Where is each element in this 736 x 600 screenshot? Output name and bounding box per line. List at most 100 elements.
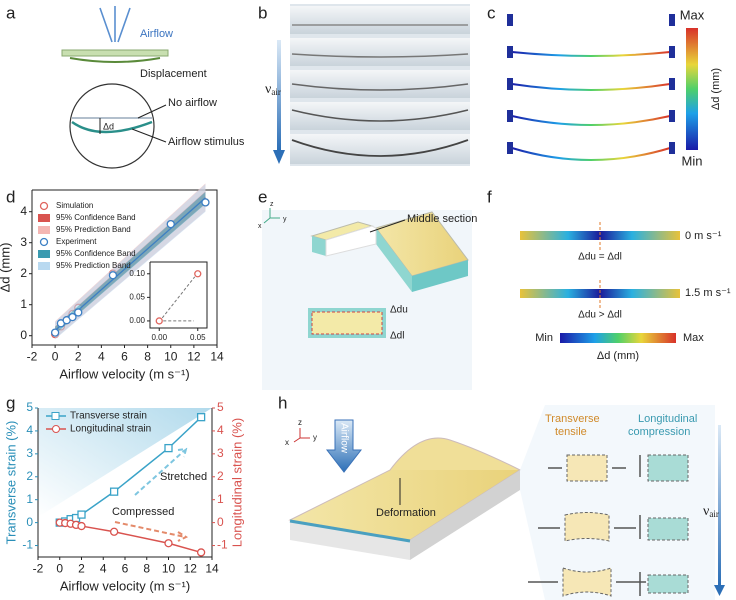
- y2-tick-label: 3: [217, 446, 224, 460]
- dl-label: Δdl: [390, 331, 404, 342]
- axis-triad: [263, 208, 280, 224]
- panel-f: 0 m s⁻¹ Δdu = Δdl 1.5 m s⁻¹ Δdu > Δdl Mi…: [520, 222, 731, 362]
- point: [194, 270, 202, 278]
- speed-label: νair: [265, 82, 281, 97]
- x-tick-label: 8: [144, 349, 151, 363]
- compression-line: Longitudinal: [638, 413, 697, 425]
- panel-label: e: [258, 187, 267, 206]
- slab-side: [410, 470, 520, 560]
- slab-side: [376, 228, 412, 292]
- legend-marker: [39, 237, 49, 247]
- point: [196, 548, 206, 557]
- point: [166, 219, 175, 229]
- compression-line: compression: [628, 426, 690, 438]
- x-axis-label: Airflow velocity (m s⁻¹): [60, 578, 190, 593]
- x-tick-label: 12: [187, 349, 201, 363]
- beam: [511, 83, 671, 91]
- x-tick-label: -2: [33, 561, 44, 575]
- point: [77, 510, 86, 519]
- zoom-wedge: [520, 405, 715, 600]
- relation-label: Δdu > Δdl: [578, 310, 622, 321]
- stretch-shade: [38, 408, 212, 517]
- speed-subscript: air: [709, 509, 719, 519]
- beam: [511, 51, 671, 57]
- x-tick-label: 10: [164, 349, 178, 363]
- slab-front: [290, 520, 410, 560]
- x-tick-label: -2: [27, 349, 38, 363]
- y2-tick-label: 4: [217, 423, 224, 437]
- y-tick-label: 0: [26, 515, 33, 529]
- y-tick-label: 2: [20, 266, 27, 280]
- speed-label: 1.5 m s⁻¹: [685, 287, 731, 299]
- slab-front: [312, 236, 326, 256]
- element-box: [564, 512, 610, 542]
- beam: [511, 147, 671, 161]
- x-tick-label: 0.05: [190, 333, 206, 342]
- chart: 0.00 0.05 0.00 0.05 0.10: [129, 261, 208, 342]
- y-tick-label: 0.00: [129, 316, 145, 325]
- legend-label: Transverse strain: [70, 411, 147, 422]
- colorbar: [686, 28, 698, 150]
- tensile-label: Transverse tensile: [545, 413, 600, 438]
- y-tick-label: -1: [22, 538, 33, 552]
- x-tick-label: 2: [75, 349, 82, 363]
- y2-tick-label: 1: [217, 492, 224, 506]
- colorbar: [560, 333, 676, 343]
- min-label: Min: [535, 332, 553, 344]
- axis-z: z: [270, 201, 274, 208]
- panel-a: Airflow Displacement Δd No airflow Airfl…: [61, 6, 245, 169]
- x-tick-label: 0: [56, 561, 63, 575]
- max-label: Max: [683, 332, 704, 344]
- element-box: [647, 454, 689, 482]
- legend-label: Simulation: [56, 201, 93, 210]
- du-label: Δdu: [390, 305, 408, 316]
- colorbar-label: Δd (mm): [710, 68, 722, 110]
- y2-tick-label: -1: [217, 538, 228, 552]
- point: [77, 521, 86, 531]
- legend-marker: [39, 201, 49, 211]
- element-box: [647, 574, 689, 594]
- deformation-label: Deformation: [376, 507, 436, 519]
- airflow-label: Airflow: [338, 423, 349, 454]
- x-tick-label: 14: [205, 561, 219, 575]
- x-tick-label: 4: [100, 561, 107, 575]
- panel-e: Middle section z y x Δdu Δdl: [258, 201, 477, 390]
- element-box: [562, 567, 612, 597]
- panel-h: Airflow Deformation z y x Transverse tens…: [285, 405, 725, 600]
- guide-arrow: [161, 276, 196, 322]
- leader: [369, 219, 406, 233]
- displacement-label: Displacement: [140, 68, 207, 80]
- panel-label: c: [487, 3, 496, 22]
- colorbar-label: Δd (mm): [597, 350, 639, 362]
- layer: [289, 519, 411, 543]
- point: [164, 539, 173, 548]
- film: [291, 109, 469, 122]
- strip: [290, 6, 470, 34]
- tension-arrows: [528, 467, 646, 583]
- point: [109, 487, 119, 496]
- middle-gap: [325, 225, 377, 257]
- beam: [511, 115, 671, 126]
- annotation: Stretched: [160, 471, 207, 483]
- y-tick-label: 1: [26, 492, 33, 506]
- clamps: [507, 14, 675, 154]
- y-tick-label: 5: [26, 400, 33, 414]
- tensile-line: Transverse: [545, 413, 600, 425]
- section-label: Middle section: [407, 213, 477, 225]
- x-tick-label: 0.00: [151, 333, 167, 342]
- y2-tick-label: 2: [217, 469, 224, 483]
- point: [155, 317, 163, 325]
- y-axis-label: Transverse strain (%): [3, 421, 18, 545]
- confidence-band: [55, 191, 206, 335]
- y-tick-label: 1: [20, 297, 27, 311]
- x-tick-label: 10: [162, 561, 176, 575]
- axis-x: x: [258, 223, 262, 230]
- legend-label: 95% Prediction Band: [56, 225, 131, 234]
- y-tick-label: 4: [26, 423, 33, 437]
- point: [74, 308, 83, 317]
- film: [291, 139, 469, 157]
- point: [109, 527, 119, 536]
- stimulus-label: Airflow stimulus: [168, 136, 245, 148]
- airflow-arrow: [325, 419, 363, 473]
- strip: [290, 70, 470, 98]
